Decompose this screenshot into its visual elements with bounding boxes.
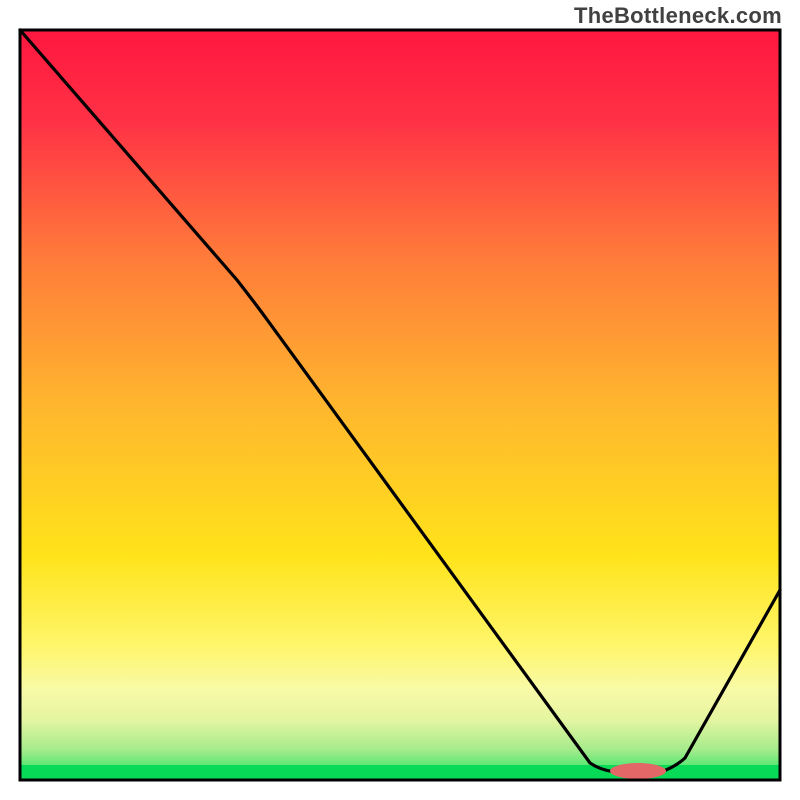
gradient-fill [20,30,780,780]
chart-container: TheBottleneck.com [0,0,800,800]
watermark-text: TheBottleneck.com [574,3,782,29]
optimal-marker [610,763,666,779]
bottleneck-chart [0,0,800,800]
green-baseline-band [20,765,780,780]
